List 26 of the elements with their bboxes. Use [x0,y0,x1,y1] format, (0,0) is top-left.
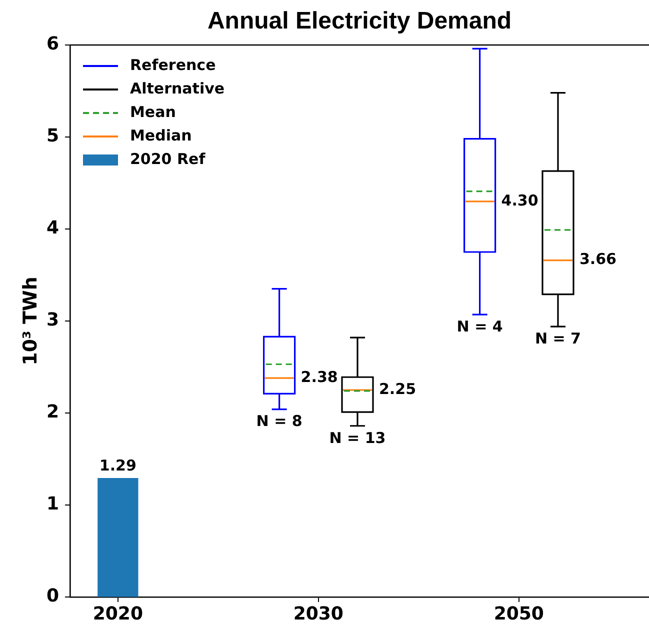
annotation: N = 4 [456,317,503,336]
y-tick-label: 4 [46,218,59,239]
annotation: N = 7 [534,329,581,348]
x-tick-label: 2020 [92,603,143,624]
y-axis-title: 10³ TWh [19,276,42,366]
y-tick-label: 0 [46,586,59,607]
text: 2.25 [378,380,416,398]
y-tick-label: 3 [46,310,59,331]
y-tick-label: 6 [46,34,59,55]
x-tick-label: 2050 [494,603,544,624]
annotation: N = 8 [256,412,302,430]
y-tick-label: 2 [46,402,59,423]
y-tick-label: 5 [46,126,59,147]
legend-label: Median [130,126,192,144]
text: 4.30 [501,191,538,210]
legend-label: Reference [130,56,216,74]
legend-label: 2020 Ref [130,150,206,168]
annotation: N = 13 [329,428,386,447]
legend-label: Alternative [130,79,225,98]
y-tick-label: 1 [46,494,59,515]
x-tick-label: 2030 [293,603,344,624]
legend-label: Mean [130,102,176,121]
chart-title: Annual Electricity Demand [207,8,512,35]
data-label: 1.29 [99,456,136,475]
text: 2.38 [300,368,338,386]
text: 3.66 [579,250,616,268]
